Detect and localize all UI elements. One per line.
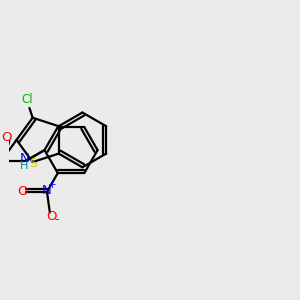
Text: +: + [48, 180, 56, 190]
Text: Cl: Cl [21, 93, 33, 106]
Text: H: H [20, 161, 28, 171]
Text: O: O [46, 209, 56, 223]
Text: -: - [54, 213, 58, 226]
Text: O: O [17, 185, 28, 198]
Text: N: N [42, 184, 52, 197]
Text: O: O [2, 131, 12, 144]
Text: S: S [29, 157, 37, 170]
Text: N: N [20, 152, 29, 164]
